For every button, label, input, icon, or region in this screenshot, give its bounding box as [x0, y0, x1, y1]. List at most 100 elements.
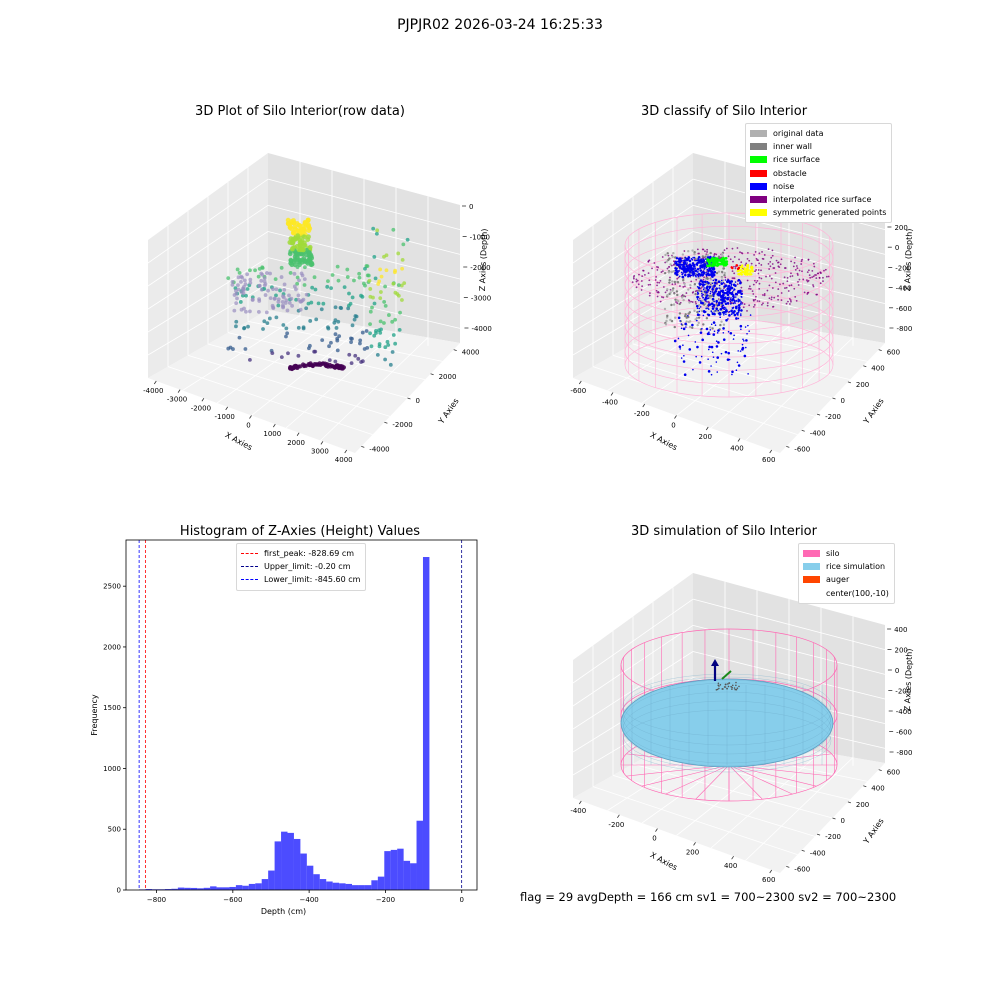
raw-data-point — [326, 279, 330, 284]
raw-data-point — [383, 357, 388, 362]
histogram-bar — [203, 887, 211, 890]
legend-swatch — [803, 550, 820, 558]
interpolated-surface-point — [746, 310, 748, 312]
raw-data-point — [336, 278, 341, 283]
noise-point — [695, 259, 698, 262]
interpolated-surface-point — [786, 280, 789, 283]
interpolated-surface-point — [825, 275, 828, 278]
raw-data-point — [243, 347, 248, 351]
interpolated-surface-point — [757, 272, 760, 275]
raw-data-point — [261, 327, 265, 331]
silo-floor-spoke — [665, 764, 730, 795]
histogram-bar — [358, 885, 365, 890]
y-tick — [430, 373, 434, 376]
noise-point — [716, 332, 719, 334]
raw-data-point — [357, 275, 362, 280]
raw-data-point — [309, 300, 314, 305]
raw-data-point — [375, 228, 380, 233]
raw-data-point — [325, 284, 330, 289]
inner-wall-point — [676, 281, 680, 284]
raw-data-point — [332, 320, 337, 325]
surface-point — [733, 687, 736, 689]
raw-data-point — [286, 351, 290, 356]
rice-mesh-ring — [622, 682, 832, 764]
histogram-bar — [171, 888, 178, 890]
simulation-plot-title: 3D simulation of Silo Interior — [631, 524, 817, 539]
noise-point — [741, 343, 744, 346]
noise-point — [679, 320, 681, 322]
interpolated-surface-point — [777, 288, 780, 290]
noise-point — [723, 291, 725, 294]
raw-data-point — [248, 277, 253, 282]
interpolated-surface-point — [704, 250, 706, 253]
noise-point — [680, 357, 683, 359]
noise-point — [725, 313, 727, 316]
inner-wall-point — [704, 255, 707, 258]
raw-data-point — [272, 296, 277, 301]
raw-data-point — [257, 284, 262, 288]
noise-point — [687, 334, 690, 337]
noise-point — [696, 345, 699, 349]
noise-point — [703, 260, 705, 262]
noise-point — [716, 304, 719, 307]
inner-wall-point — [682, 294, 685, 298]
inner-wall-point — [666, 294, 669, 297]
interpolated-surface-point — [806, 271, 809, 273]
noise-point — [674, 262, 677, 265]
y-tick-label: 1000 — [103, 765, 121, 773]
noise-point — [742, 338, 744, 341]
noise-point — [745, 339, 748, 342]
legend-label: rice surface — [773, 155, 820, 165]
inner-wall-point — [670, 270, 673, 274]
raw-data-point — [342, 285, 347, 290]
rice-mesh-ring — [622, 700, 832, 770]
surface-point — [726, 687, 728, 690]
noise-point — [708, 331, 710, 333]
histogram-bar — [145, 889, 153, 890]
inner-wall-point — [683, 314, 687, 318]
x-tick-label: 4000 — [335, 456, 353, 464]
raw-data-point — [289, 296, 294, 301]
interpolated-surface-point — [815, 277, 818, 279]
y-axis-label: Y Axies — [861, 397, 886, 427]
interpolated-surface-point — [632, 276, 635, 278]
noise-point — [694, 267, 697, 270]
noise-point — [721, 311, 724, 314]
interpolated-surface-point — [796, 267, 799, 270]
raw-data-point — [305, 237, 311, 243]
noise-point — [738, 306, 741, 310]
inner-wall-point — [689, 283, 692, 287]
interpolated-surface-point — [758, 287, 761, 290]
raw-data-point — [333, 305, 338, 310]
interpolated-surface-point — [641, 275, 644, 278]
z-tick-label: -4000 — [471, 325, 491, 333]
raw-data-point — [250, 297, 255, 302]
raw-data-point — [300, 298, 305, 303]
interpolated-surface-point — [752, 283, 755, 286]
raw-data-point — [234, 319, 239, 324]
inner-wall-point — [723, 274, 726, 277]
interpolated-surface-point — [792, 265, 795, 268]
interpolated-surface-point — [654, 279, 657, 281]
noise-point — [700, 271, 703, 274]
auger-arm — [721, 670, 732, 680]
y-axis-label: Y Axies — [436, 397, 461, 427]
noise-point — [739, 350, 742, 352]
noise-point — [726, 288, 729, 290]
x-tick — [731, 855, 734, 860]
noise-point — [676, 256, 678, 259]
y-tick-label: -2000 — [392, 421, 412, 429]
histogram-bar — [164, 889, 172, 890]
interpolated-surface-point — [734, 267, 737, 270]
interpolated-surface-point — [761, 251, 763, 253]
noise-point — [723, 308, 726, 311]
raw-data-point — [300, 251, 306, 257]
legend-item: rice surface — [750, 153, 886, 166]
y-tick-label: 0 — [117, 887, 121, 895]
raw-data-point — [244, 309, 248, 314]
raw-data-point — [302, 283, 307, 287]
surface-point — [717, 682, 720, 685]
raw-data-point — [295, 233, 301, 239]
interpolated-surface-point — [777, 295, 779, 297]
interpolated-surface-point — [800, 263, 803, 265]
